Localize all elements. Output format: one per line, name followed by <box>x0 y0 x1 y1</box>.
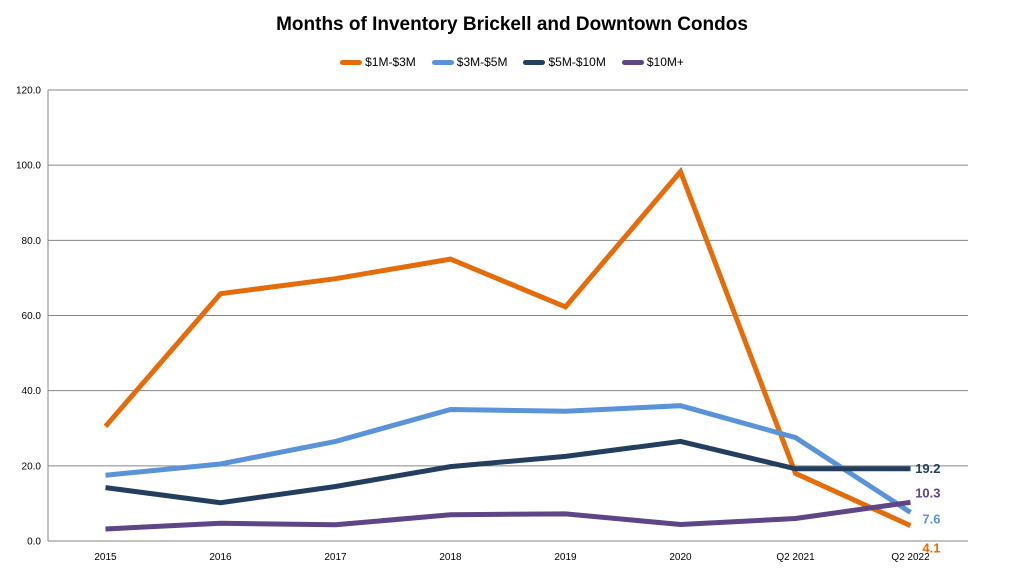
series-line <box>105 403 912 515</box>
y-tick-label: 80.0 <box>22 236 42 247</box>
y-tick-label: 100.0 <box>16 161 41 172</box>
legend-label: $5M-$10M <box>548 55 606 69</box>
legend-item: $3M-$5M <box>431 55 508 69</box>
chart-title: Months of Inventory Brickell and Downtow… <box>276 14 748 35</box>
legend-item: $10M+ <box>621 55 684 69</box>
legend-swatch <box>431 59 454 65</box>
x-tick-label: 2015 <box>94 552 117 563</box>
legend-label: $1M-$3M <box>365 55 416 69</box>
legend-swatch <box>621 59 644 65</box>
legend-label: $10M+ <box>646 55 684 69</box>
x-tick-label: Q2 2022 <box>891 552 930 563</box>
x-tick-label: 2020 <box>669 552 692 563</box>
series-line <box>105 499 911 532</box>
y-tick-label: 120.0 <box>16 86 41 97</box>
series-line <box>105 438 911 506</box>
y-tick-label: 0.0 <box>27 537 41 548</box>
legend-swatch <box>340 59 363 65</box>
x-tick-label: 2018 <box>439 552 462 563</box>
legend-item: $1M-$3M <box>340 55 416 69</box>
series-line <box>103 166 912 528</box>
x-tick-label: 2016 <box>209 552 232 563</box>
y-tick-label: 60.0 <box>22 311 42 322</box>
y-tick-label: 20.0 <box>22 461 42 472</box>
legend-item: $5M-$10M <box>523 55 606 69</box>
x-tick-label: Q2 2021 <box>776 552 815 563</box>
legend-swatch <box>523 59 546 65</box>
data-label: 7.6 <box>922 511 940 526</box>
y-tick-label: 40.0 <box>22 386 42 397</box>
x-tick-label: 2017 <box>324 552 347 563</box>
data-label: 4.1 <box>922 541 940 556</box>
data-label: 19.2 <box>915 461 940 476</box>
legend-label: $3M-$5M <box>456 55 508 69</box>
data-label: 10.3 <box>915 485 940 500</box>
x-tick-label: 2019 <box>554 552 577 563</box>
legend: $1M-$3M $3M-$5M $5M-$10M $10M+ <box>0 55 1024 69</box>
